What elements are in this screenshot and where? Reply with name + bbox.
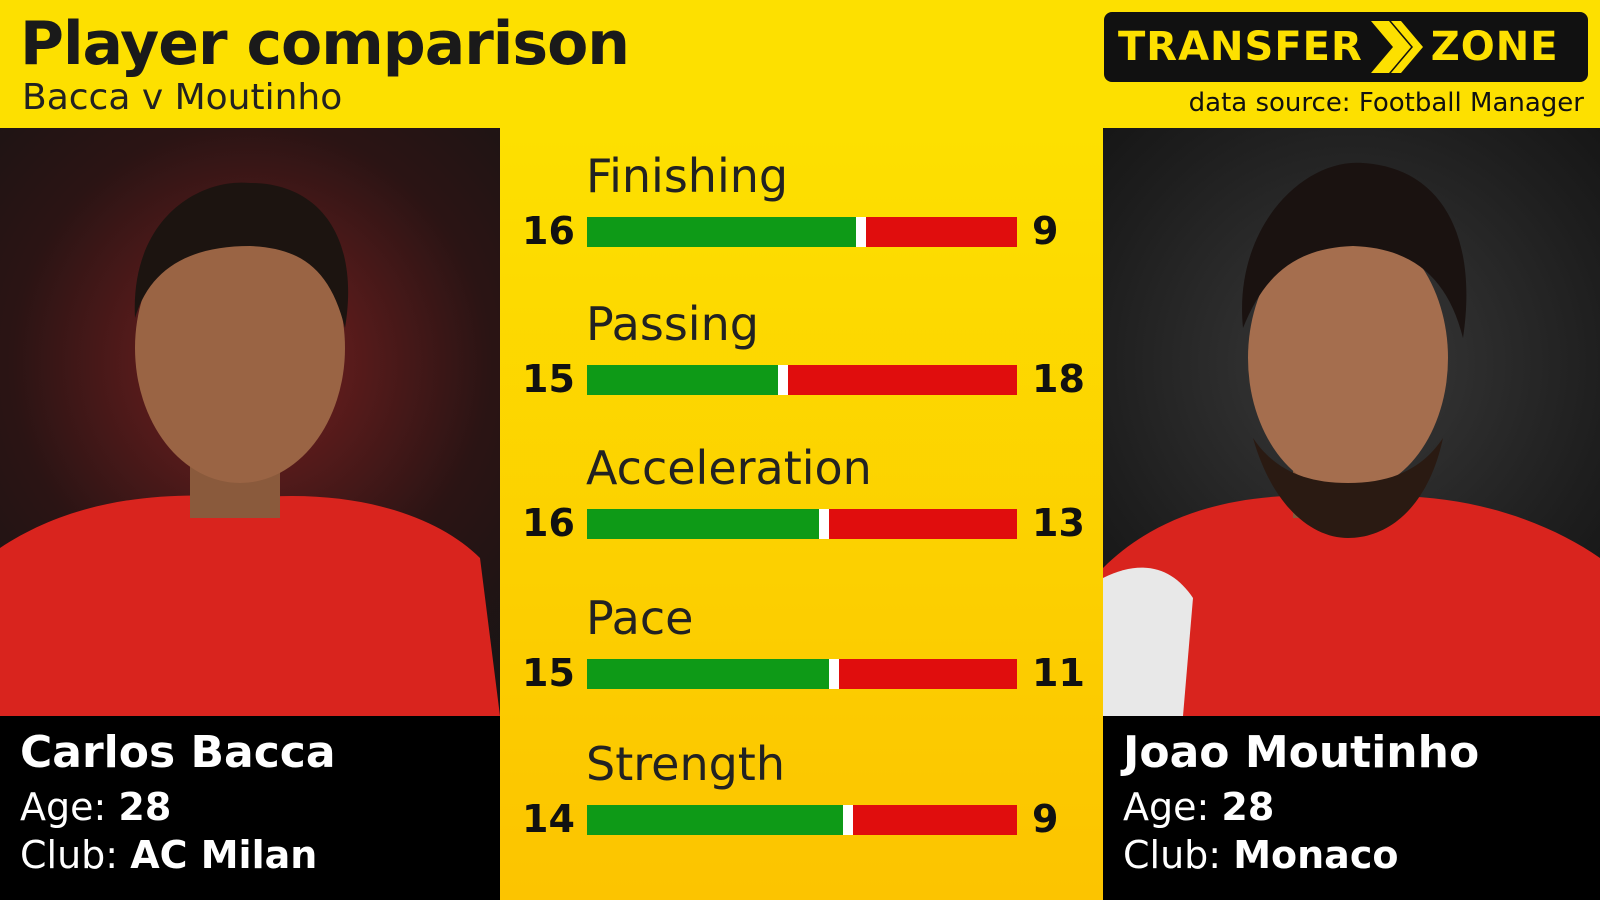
stat-bar — [587, 805, 1017, 835]
stat-bar-left-segment — [587, 659, 829, 689]
chevron-right-icon — [1370, 21, 1423, 73]
stat-value-left: 16 — [522, 209, 575, 253]
stat-value-left: 15 — [522, 651, 575, 695]
stat-bar-divider — [843, 805, 853, 835]
stat-label: Pace — [586, 591, 694, 645]
stat-row-passing: Passing 15 18 — [500, 294, 1103, 414]
stat-label: Passing — [586, 297, 759, 351]
age-value: 28 — [118, 785, 172, 829]
data-source: data source: Football Manager — [1188, 88, 1584, 118]
player-silhouette-right — [1103, 162, 1600, 716]
stat-value-left: 15 — [522, 357, 575, 401]
player-club-right: Club: Monaco — [1123, 832, 1398, 878]
stat-value-left: 14 — [522, 797, 575, 841]
club-label: Club: — [1123, 833, 1222, 877]
stat-bar — [587, 365, 1017, 395]
player-card-right: Joao Moutinho Age: 28 Club: Monaco — [1103, 716, 1600, 900]
header: Player comparison Bacca v Moutinho TRANS… — [0, 0, 1600, 128]
stat-label: Finishing — [586, 149, 789, 203]
stat-bar-left-segment — [587, 805, 843, 835]
stat-bar-divider — [819, 509, 829, 539]
logo-word-transfer: TRANSFER — [1118, 24, 1363, 70]
stat-row-finishing: Finishing 16 9 — [500, 146, 1103, 266]
stat-value-right: 9 — [1032, 797, 1059, 841]
player-club-left: Club: AC Milan — [20, 832, 317, 878]
stat-value-left: 16 — [522, 501, 575, 545]
stat-bar-divider — [856, 217, 866, 247]
stat-value-right: 13 — [1032, 501, 1085, 545]
stat-row-acceleration: Acceleration 16 13 — [500, 438, 1103, 558]
transfer-zone-logo: TRANSFER ZONE — [1104, 12, 1588, 82]
player-silhouette-left — [0, 182, 500, 716]
stat-bar-divider — [778, 365, 788, 395]
stat-label: Acceleration — [586, 441, 872, 495]
stat-bar — [587, 659, 1017, 689]
stat-value-right: 9 — [1032, 209, 1059, 253]
club-value: AC Milan — [130, 833, 318, 877]
page-title: Player comparison — [20, 9, 630, 79]
stat-value-right: 18 — [1032, 357, 1085, 401]
comparison-chart: Finishing 16 9 Passing 15 18 Acceleration 16 13 P… — [500, 128, 1103, 900]
stat-bar — [587, 509, 1017, 539]
stat-value-right: 11 — [1032, 651, 1085, 695]
player-photo-right — [1103, 128, 1600, 716]
age-label: Age: — [1123, 785, 1210, 829]
page-subtitle: Bacca v Moutinho — [22, 77, 343, 118]
player-name-right: Joao Moutinho — [1123, 727, 1480, 778]
player-card-left: Carlos Bacca Age: 28 Club: AC Milan — [0, 716, 500, 900]
age-label: Age: — [20, 785, 107, 829]
stat-row-pace: Pace 15 11 — [500, 588, 1103, 708]
stat-label: Strength — [586, 737, 785, 791]
player-name-left: Carlos Bacca — [20, 727, 336, 778]
club-value: Monaco — [1233, 833, 1399, 877]
age-value: 28 — [1221, 785, 1275, 829]
stat-bar-divider — [829, 659, 839, 689]
stat-bar-left-segment — [587, 365, 778, 395]
stat-bar — [587, 217, 1017, 247]
logo-word-zone: ZONE — [1430, 24, 1559, 70]
club-label: Club: — [20, 833, 119, 877]
stat-row-strength: Strength 14 9 — [500, 734, 1103, 854]
stat-bar-left-segment — [587, 509, 819, 539]
player-age-left: Age: 28 — [20, 784, 171, 830]
stat-bar-left-segment — [587, 217, 856, 247]
player-age-right: Age: 28 — [1123, 784, 1274, 830]
player-photo-left — [0, 128, 500, 716]
